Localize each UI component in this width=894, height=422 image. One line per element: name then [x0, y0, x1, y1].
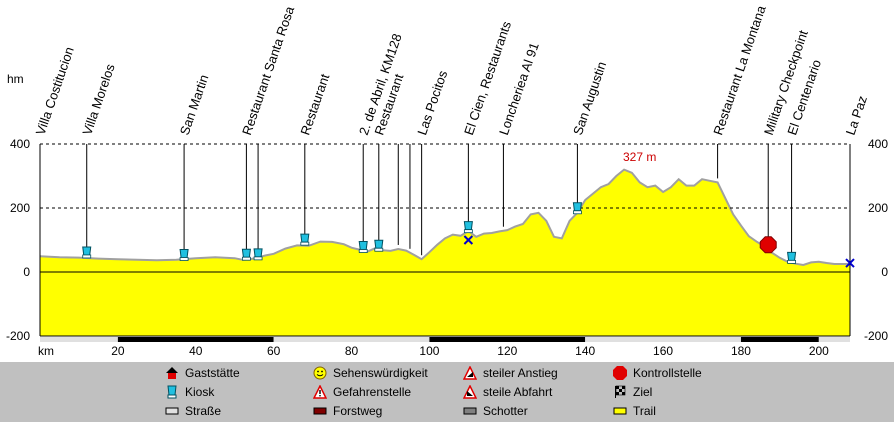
- legend: Gaststätte Sehenswürdigkeit steiler Anstie…: [0, 362, 894, 422]
- finish-flag-icon: [613, 385, 627, 399]
- x-tick-label: 80: [345, 344, 359, 358]
- legend-label: steile Abfahrt: [483, 385, 553, 399]
- x-tick-label: 180: [731, 344, 751, 358]
- cross-marker-icon: [463, 235, 474, 245]
- waypoint-label: Restaurant: [297, 72, 332, 137]
- legend-label: steiler Anstieg: [483, 366, 558, 380]
- smiley-icon: [313, 366, 327, 380]
- y-unit-label: hm: [7, 72, 24, 86]
- surface-bar-forest: [429, 337, 586, 342]
- waypoint-label: San Martin: [177, 73, 212, 137]
- kiosk-icon: [787, 251, 797, 264]
- kiosk-icon: [572, 202, 582, 215]
- legend-item: Forstweg: [313, 402, 382, 420]
- cross-marker-icon: [845, 258, 855, 268]
- legend-label: Sehenswürdigkeit: [333, 366, 428, 380]
- legend-item: steile Abfahrt: [462, 383, 553, 401]
- surface-bar-forest: [117, 337, 274, 342]
- kiosk-icon: [253, 248, 263, 261]
- legend-item: Trail: [613, 402, 656, 420]
- kiosk-icon: [241, 248, 251, 261]
- kiosk-icon: [179, 249, 189, 261]
- legend-label: Kiosk: [185, 385, 215, 399]
- kiosk-icon: [82, 246, 92, 259]
- y-tick-label-right: 200: [868, 201, 888, 215]
- waypoint-label: Restaurant Santa Rosa: [239, 4, 297, 137]
- waypoint-label: Villa Costitucion: [33, 45, 77, 137]
- waypoint-label: Restaurant La Montana: [710, 3, 769, 137]
- legend-label: Gaststätte: [185, 366, 240, 380]
- surface-bar-road: [273, 337, 430, 342]
- kiosk-icon: [358, 241, 368, 253]
- y-tick-label-right: -200: [864, 329, 888, 343]
- stop-icon: [759, 236, 777, 254]
- waypoint-label: San Augustin: [570, 60, 609, 137]
- legend-label: Forstweg: [333, 404, 383, 418]
- max-elevation-label: 327 m: [623, 150, 656, 164]
- gravel-swatch: [463, 404, 477, 418]
- kiosk-icon: [374, 239, 384, 252]
- legend-label: Kontrollstelle: [633, 366, 702, 380]
- x-tick-label: 140: [575, 344, 595, 358]
- elevation-line: [39, 168, 850, 267]
- steep-descent-icon: [462, 384, 478, 399]
- waypoint-label: La Paz: [843, 94, 870, 137]
- trail-swatch: [613, 404, 627, 418]
- elevation-area: [40, 169, 850, 336]
- kiosk-icon: [300, 233, 310, 246]
- legend-item: Gefahrenstelle: [312, 383, 412, 401]
- elevation-profile-chart: hm km 327 m 400 400 200 200 0 0 -200 -200 20 40 60…: [6, 3, 888, 358]
- x-tick-label: 60: [267, 344, 281, 358]
- x-tick-label: 40: [189, 344, 203, 358]
- legend-label: Straße: [185, 404, 222, 418]
- legend-item: Kiosk: [165, 383, 214, 401]
- surface-bar-road: [818, 337, 850, 342]
- forest-track-swatch: [313, 404, 327, 418]
- stop-icon: [613, 366, 627, 380]
- legend-item: Schotter: [463, 402, 528, 420]
- warning-icon: [312, 384, 328, 399]
- surface-bar-road: [585, 337, 741, 342]
- y-tick-label-right: 400: [868, 137, 888, 151]
- y-tick-label-left: -200: [6, 329, 30, 343]
- y-tick-label-left: 400: [10, 137, 30, 151]
- restaurant-icon: [165, 366, 179, 380]
- waypoint-label: Las Pocitos: [414, 68, 450, 137]
- legend-label: Ziel: [633, 385, 653, 399]
- y-tick-label-right: 0: [881, 265, 888, 279]
- legend-item: Kontrollstelle: [613, 364, 702, 382]
- legend-label: Gefahrenstelle: [333, 385, 412, 399]
- legend-item: steiler Anstieg: [462, 364, 558, 382]
- legend-item: Ziel: [613, 383, 652, 401]
- kiosk-icon: [165, 385, 179, 399]
- x-tick-label: 160: [653, 344, 673, 358]
- legend-item: Gaststätte: [165, 364, 240, 382]
- x-tick-label: 120: [497, 344, 517, 358]
- x-unit-label: km: [38, 344, 54, 358]
- steep-ascent-icon: [462, 365, 478, 380]
- legend-label: Trail: [633, 404, 656, 418]
- legend-item: Straße: [165, 402, 221, 420]
- waypoint-label: Villa Morelos: [79, 61, 117, 136]
- surface-bar-road: [40, 337, 118, 342]
- surface-bar-forest: [740, 337, 819, 342]
- legend-label: Schotter: [483, 404, 528, 418]
- kiosk-icon: [463, 221, 473, 234]
- y-tick-label-left: 200: [10, 201, 30, 215]
- road-swatch: [165, 404, 179, 418]
- x-tick-label: 200: [809, 344, 829, 358]
- x-tick-label: 20: [111, 344, 125, 358]
- x-tick-label: 100: [419, 344, 439, 358]
- y-tick-label-left: 0: [23, 265, 30, 279]
- legend-item: Sehenswürdigkeit: [313, 364, 428, 382]
